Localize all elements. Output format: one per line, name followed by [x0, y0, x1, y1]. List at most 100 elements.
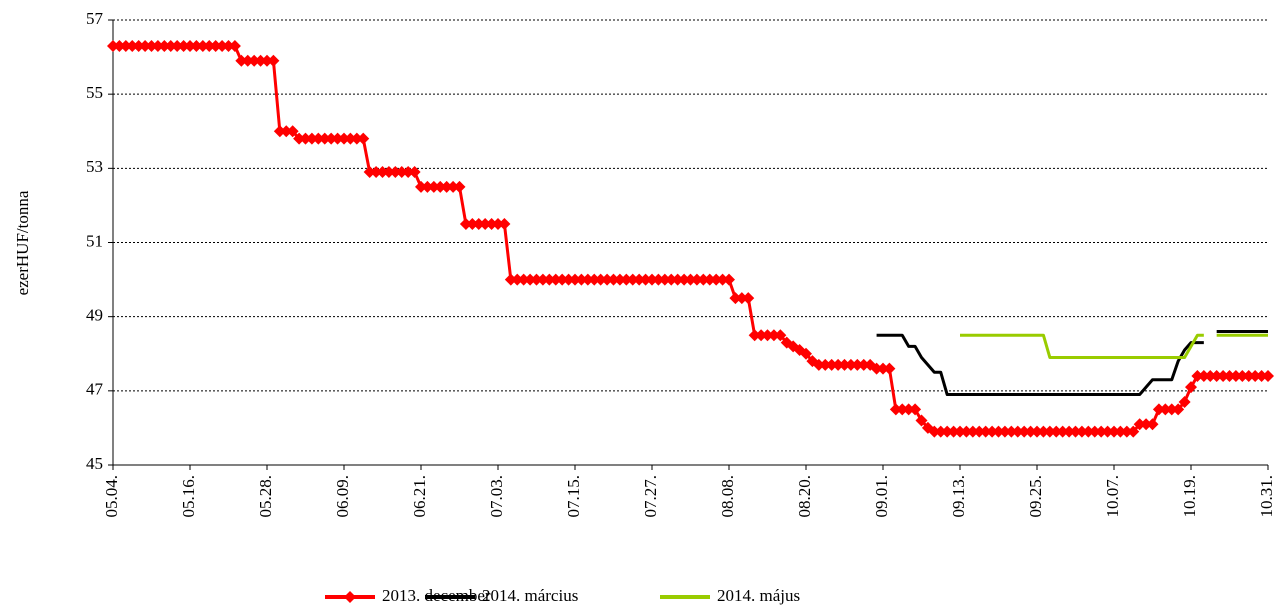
marker — [1056, 425, 1069, 438]
marker — [966, 425, 979, 438]
x-tick-label: 05.16. — [179, 475, 198, 518]
marker — [1172, 403, 1185, 416]
marker — [389, 166, 402, 179]
marker — [524, 273, 537, 286]
marker — [755, 329, 768, 342]
marker — [607, 273, 620, 286]
y-tick-label: 55 — [86, 83, 103, 102]
marker — [492, 217, 504, 230]
marker — [1037, 425, 1050, 438]
marker — [1063, 425, 1076, 438]
marker — [280, 125, 293, 138]
marker — [1178, 395, 1191, 408]
marker — [235, 54, 248, 67]
marker — [1114, 425, 1127, 438]
marker — [684, 273, 697, 286]
marker — [909, 403, 922, 416]
y-tick-label: 57 — [86, 9, 104, 28]
x-tick-label: 10.07. — [1103, 475, 1122, 518]
marker — [960, 425, 973, 438]
marker — [710, 273, 723, 286]
legend-label: 2014. március — [482, 586, 578, 605]
marker — [1005, 425, 1018, 438]
x-tick-label: 07.15. — [564, 475, 583, 518]
marker — [408, 166, 421, 179]
marker — [639, 273, 652, 286]
legend-marker — [344, 591, 356, 603]
marker — [1043, 425, 1056, 438]
marker — [453, 180, 466, 193]
marker — [902, 403, 915, 416]
y-tick-label: 45 — [86, 454, 103, 473]
marker — [536, 273, 549, 286]
marker — [658, 273, 671, 286]
marker — [581, 273, 594, 286]
marker — [954, 425, 966, 438]
marker — [209, 39, 222, 52]
marker — [633, 273, 646, 286]
marker — [216, 39, 229, 52]
x-tick-label: 06.09. — [333, 475, 352, 518]
marker — [363, 166, 376, 179]
x-tick-label: 10.31. — [1257, 475, 1276, 518]
x-tick-label: 07.03. — [487, 475, 506, 518]
marker — [620, 273, 633, 286]
marker — [819, 358, 832, 371]
marker — [626, 273, 639, 286]
marker — [716, 273, 729, 286]
marker — [851, 358, 864, 371]
marker — [800, 347, 812, 360]
marker — [196, 39, 209, 52]
marker — [973, 425, 986, 438]
marker — [1069, 425, 1082, 438]
x-tick-label: 10.19. — [1180, 475, 1199, 518]
marker — [273, 125, 286, 138]
marker — [325, 132, 338, 145]
y-tick-label: 53 — [86, 157, 103, 176]
marker — [344, 132, 357, 145]
marker — [646, 273, 658, 286]
marker — [338, 132, 350, 145]
marker — [415, 180, 427, 193]
marker — [158, 39, 171, 52]
marker — [434, 180, 447, 193]
x-tick-label: 09.13. — [949, 475, 968, 518]
marker — [575, 273, 588, 286]
marker — [812, 358, 825, 371]
marker — [697, 273, 710, 286]
marker — [376, 166, 389, 179]
marker — [761, 329, 774, 342]
x-tick-label: 09.25. — [1026, 475, 1045, 518]
marker — [145, 39, 158, 52]
marker — [1159, 403, 1172, 416]
marker — [748, 329, 761, 342]
y-tick-label: 51 — [86, 231, 103, 250]
marker — [184, 39, 196, 52]
marker — [466, 217, 479, 230]
marker — [254, 54, 267, 67]
marker — [998, 425, 1011, 438]
marker — [350, 132, 363, 145]
marker — [331, 132, 344, 145]
marker — [1204, 370, 1217, 382]
marker — [1262, 370, 1274, 382]
marker — [1152, 403, 1165, 416]
marker — [293, 132, 306, 145]
marker — [543, 273, 556, 286]
marker — [1011, 425, 1024, 438]
marker — [459, 217, 472, 230]
marker — [986, 425, 999, 438]
marker — [1024, 425, 1037, 438]
marker — [767, 329, 780, 342]
y-axis-label: ezerHUF/tonna — [13, 190, 32, 295]
marker — [934, 425, 947, 438]
series-line — [876, 333, 1204, 397]
marker — [177, 39, 190, 52]
marker — [286, 125, 299, 138]
marker — [588, 273, 601, 286]
marker — [485, 217, 498, 230]
marker — [164, 39, 177, 52]
marker — [1031, 425, 1043, 438]
marker — [1088, 425, 1101, 438]
marker — [1242, 370, 1255, 382]
